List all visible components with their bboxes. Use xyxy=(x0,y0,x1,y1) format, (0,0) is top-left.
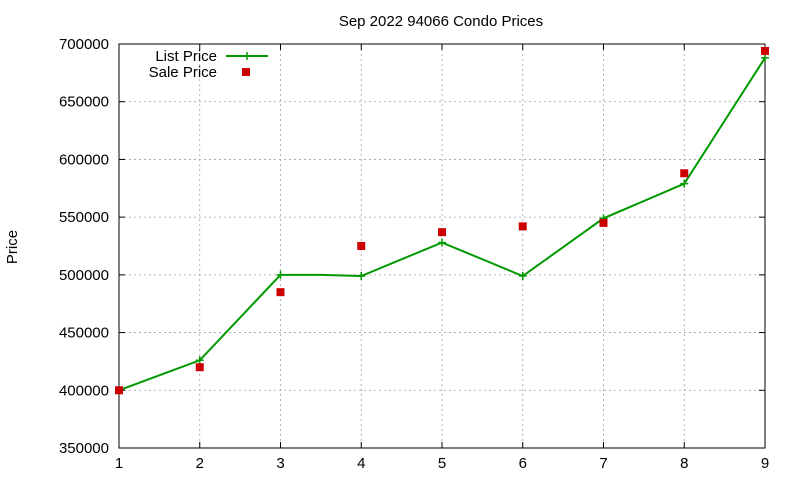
data-point xyxy=(195,356,204,365)
y-tick-label: 600000 xyxy=(59,151,109,168)
data-point xyxy=(438,238,446,247)
data-point xyxy=(518,272,527,281)
data-point xyxy=(599,218,608,227)
y-tick-label: 700000 xyxy=(59,36,109,53)
legend-label: Sale Price xyxy=(149,64,217,81)
legend-swatch-marker xyxy=(242,68,250,76)
data-point xyxy=(195,363,204,372)
data-point xyxy=(438,228,446,237)
x-tick-label: 6 xyxy=(519,455,527,472)
data-point xyxy=(357,242,366,250)
data-point xyxy=(761,53,769,62)
legend-label: List Price xyxy=(155,48,217,65)
data-point xyxy=(680,179,689,188)
y-tick-label: 500000 xyxy=(59,267,109,284)
x-tick-label: 2 xyxy=(196,455,204,472)
series-0 xyxy=(115,53,769,395)
legend-item: List Price xyxy=(155,48,268,65)
data-point xyxy=(276,288,285,297)
series-line xyxy=(118,57,766,392)
data-point xyxy=(276,270,285,279)
data-point xyxy=(680,169,689,178)
y-tick-label: 400000 xyxy=(59,382,109,399)
data-point xyxy=(115,386,123,395)
data-point xyxy=(518,222,527,231)
y-tick-label: 350000 xyxy=(59,440,109,457)
data-point xyxy=(357,272,366,281)
legend-item: Sale Price xyxy=(149,64,250,81)
data-point xyxy=(761,46,769,55)
x-tick-label: 3 xyxy=(276,455,284,472)
x-tick-label: 9 xyxy=(761,455,769,472)
x-tick-label: 5 xyxy=(438,455,446,472)
series-layer xyxy=(115,46,769,395)
y-tick-label: 650000 xyxy=(59,94,109,111)
legend-swatch-marker xyxy=(243,52,251,60)
y-tick-label: 550000 xyxy=(59,209,109,226)
chart-title: Sep 2022 94066 Condo Prices xyxy=(339,13,543,30)
axis-ticks: 1 2 3 4 5 6 7 8 9 350000 400000 450000 500000 550000 6… xyxy=(59,36,769,472)
series-1 xyxy=(115,46,769,395)
x-tick-label: 4 xyxy=(357,455,365,472)
x-tick-label: 1 xyxy=(115,455,123,472)
y-axis-title: Price xyxy=(4,230,21,264)
x-tick-label: 7 xyxy=(599,455,607,472)
y-tick-label: 450000 xyxy=(59,325,109,342)
x-tick-label: 8 xyxy=(680,455,688,472)
